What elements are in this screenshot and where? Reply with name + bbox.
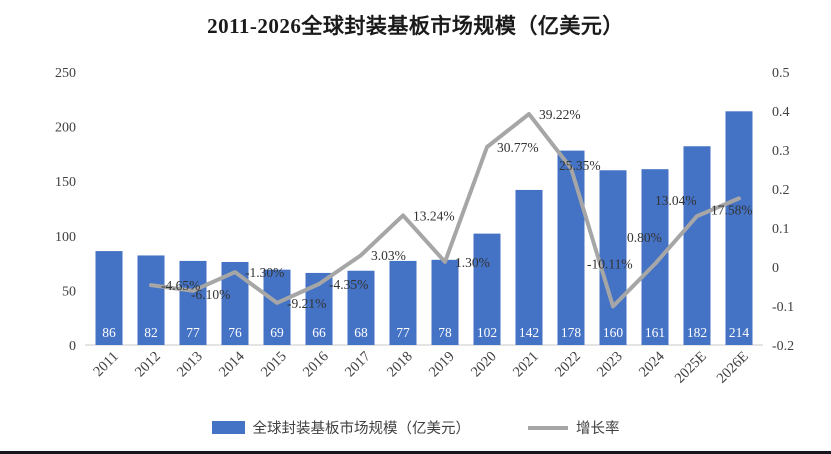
x-axis-label: 2011 xyxy=(90,349,121,380)
bar-2017 xyxy=(347,270,375,345)
bar-value-label: 77 xyxy=(396,325,410,340)
growth-rate-label: 17.58% xyxy=(711,202,753,217)
x-axis-label: 2022 xyxy=(552,349,584,381)
growth-rate-label: 30.77% xyxy=(497,140,539,155)
bar-value-label: 160 xyxy=(603,325,624,340)
line-series-swatch-icon xyxy=(528,425,568,430)
chart-plot-area: 250 200 150 100 50 0 0.5 0.4 0.3 0.2 0.1 0 -0.1 -0.2 8… xyxy=(55,66,794,387)
bar-value-label: 102 xyxy=(477,325,497,340)
bar-value-label: 66 xyxy=(312,325,326,340)
x-axis-label: 2023 xyxy=(594,349,626,381)
right-axis-tick: 0.4 xyxy=(772,105,790,120)
right-axis-tick: 0.1 xyxy=(772,222,790,237)
bar-value-label: 142 xyxy=(519,325,539,340)
bar-2022 xyxy=(557,150,585,345)
legend-item-market-size: 全球封装基板市场规模（亿美元） xyxy=(211,417,471,438)
bar-value-label: 178 xyxy=(561,325,582,340)
left-axis-tick: 100 xyxy=(55,230,76,245)
bar-2023 xyxy=(599,170,627,345)
x-axis-label: 2020 xyxy=(468,349,500,381)
bar-value-label: 161 xyxy=(645,325,665,340)
right-axis-tick: 0.3 xyxy=(772,144,790,159)
bar-value-label: 69 xyxy=(270,325,284,340)
bar-2024 xyxy=(641,169,669,345)
bar-value-label: 78 xyxy=(438,325,452,340)
growth-rate-label: 39.22% xyxy=(539,107,581,122)
bar-value-label: 182 xyxy=(687,325,707,340)
x-axis-label: 2025E xyxy=(672,348,710,386)
legend-label-growth-rate: 增长率 xyxy=(576,421,620,437)
legend-item-growth-rate: 增长率 xyxy=(528,417,620,438)
growth-rate-label: -4.65% xyxy=(161,278,200,293)
x-axis-label: 2012 xyxy=(132,349,164,381)
growth-rate-label: -1.30% xyxy=(245,265,284,280)
bar-2019 xyxy=(431,259,459,345)
x-axis-label: 2026E xyxy=(714,348,752,386)
growth-rate-label: -6.10% xyxy=(191,287,230,302)
bar-2026E xyxy=(725,111,753,345)
growth-rate-label: -4.35% xyxy=(329,277,368,292)
x-axis-label: 2024 xyxy=(636,348,668,380)
right-axis-tick: 0.2 xyxy=(772,183,790,198)
growth-rate-line xyxy=(149,112,741,309)
bar-2021 xyxy=(515,189,543,345)
growth-rate-label: 25.35% xyxy=(559,158,601,173)
left-axis-tick: 50 xyxy=(62,284,76,299)
growth-rate-label: 13.24% xyxy=(413,208,455,223)
x-axis-label: 2015 xyxy=(258,349,290,381)
growth-rate-label: 13.04% xyxy=(655,193,697,208)
right-axis-tick: -0.1 xyxy=(772,300,794,315)
bar-value-label: 77 xyxy=(186,325,200,340)
left-axis-tick: 150 xyxy=(55,175,76,190)
right-axis-tick: -0.2 xyxy=(772,339,794,354)
x-axis-label: 2016 xyxy=(300,349,332,381)
growth-rate-label: 1.30% xyxy=(455,255,490,270)
left-axis-tick: 0 xyxy=(69,339,76,354)
growth-rate-label: -10.11% xyxy=(587,256,633,271)
bottom-divider xyxy=(0,451,831,454)
chart-title: 2011-2026全球封装基板市场规模（亿美元） xyxy=(207,14,624,38)
left-axis-tick: 200 xyxy=(55,121,76,136)
growth-rate-label: -9.21% xyxy=(287,296,326,311)
x-axis-label: 2018 xyxy=(384,349,416,381)
bar-2020 xyxy=(473,233,501,345)
bar-2011 xyxy=(95,251,123,345)
x-axis-label: 2013 xyxy=(174,349,206,381)
legend-label-market-size: 全球封装基板市场规模（亿美元） xyxy=(252,421,471,437)
growth-rate-label: 0.80% xyxy=(627,230,662,245)
right-axis-tick: 0 xyxy=(772,261,779,276)
bar-value-label: 86 xyxy=(102,325,116,340)
bar-2013 xyxy=(179,260,207,345)
x-axis-label: 2017 xyxy=(342,349,374,381)
chart-legend: 全球封装基板市场规模（亿美元） 增长率 xyxy=(0,417,831,438)
bar-2018 xyxy=(389,260,417,345)
bar-2025E xyxy=(683,146,711,345)
x-axis-label: 2019 xyxy=(426,349,458,381)
bar-2012 xyxy=(137,255,165,345)
x-axis-label: 2021 xyxy=(510,349,542,381)
bar-2015 xyxy=(263,269,291,345)
bar-value-label: 68 xyxy=(354,325,368,340)
right-axis-tick: 0.5 xyxy=(772,66,790,81)
x-axis-label: 2014 xyxy=(216,348,248,380)
growth-rate-label: 3.03% xyxy=(371,248,406,263)
bar-value-label: 76 xyxy=(228,325,242,340)
bar-series-swatch-icon xyxy=(211,421,245,434)
bar-value-label: 82 xyxy=(144,325,158,340)
left-axis-tick: 250 xyxy=(55,66,76,81)
bar-value-label: 214 xyxy=(729,325,750,340)
